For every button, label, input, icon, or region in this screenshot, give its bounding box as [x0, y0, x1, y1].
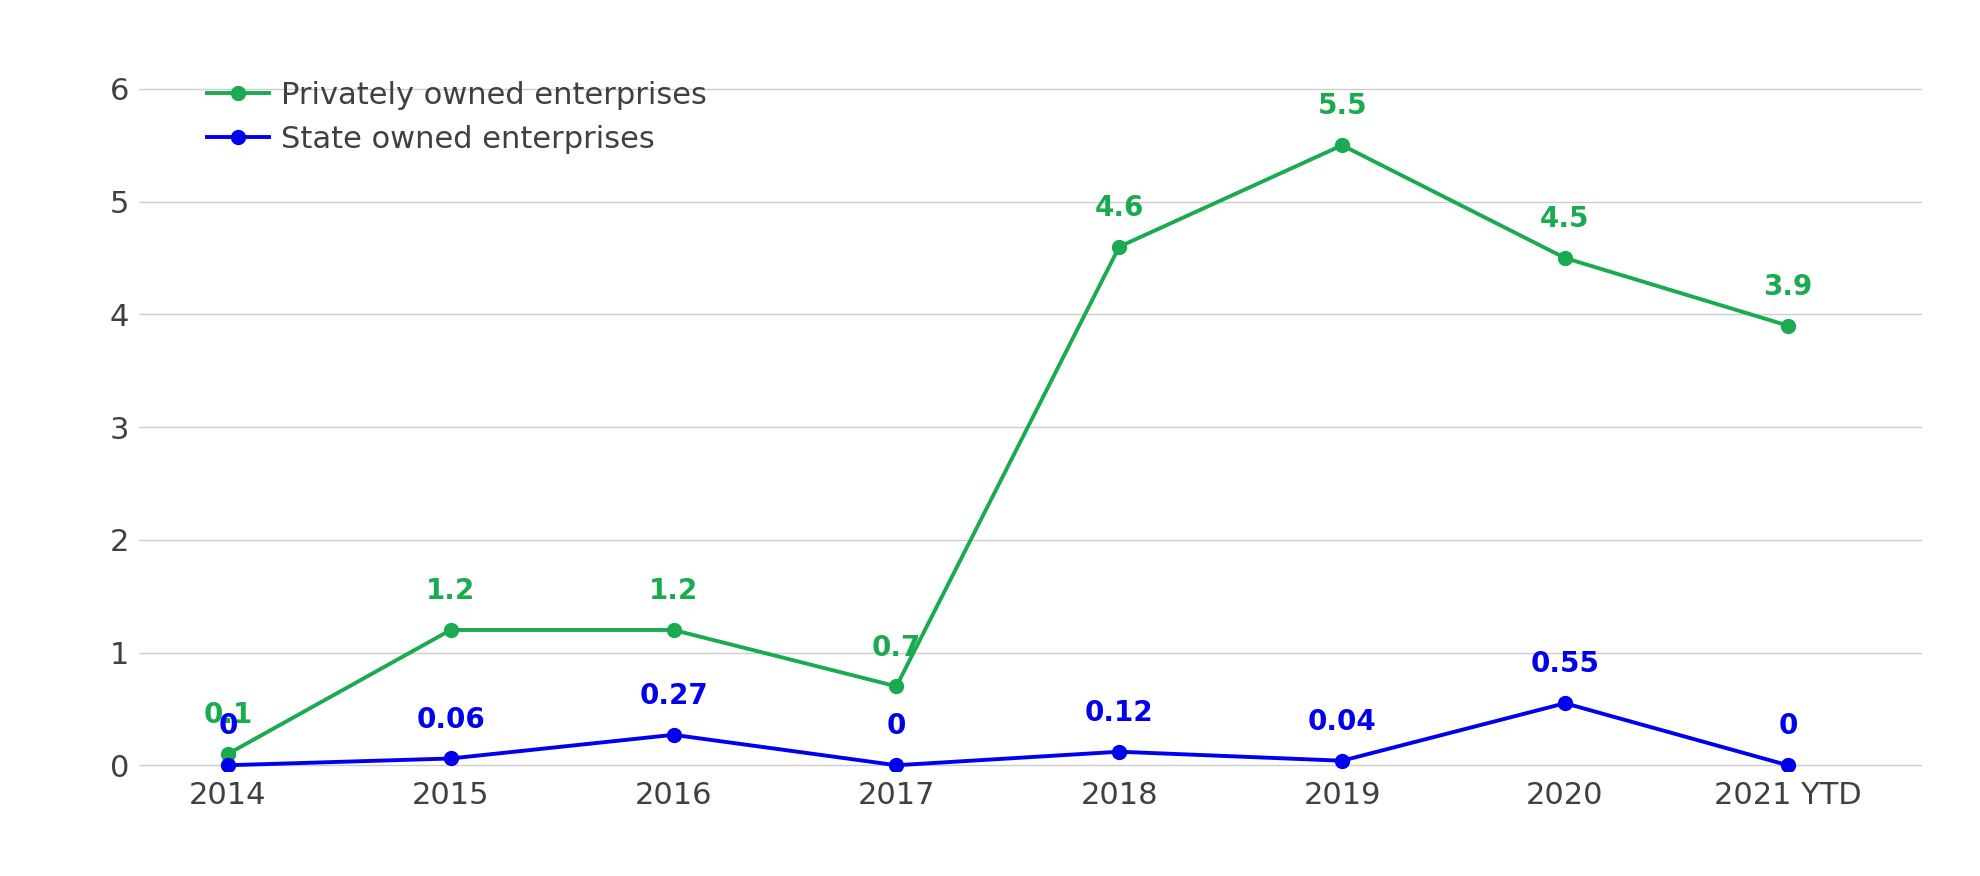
- Text: 3.9: 3.9: [1762, 272, 1812, 300]
- Text: 4.6: 4.6: [1095, 194, 1142, 222]
- State owned enterprises: [883, 760, 907, 771]
- Legend: Privately owned enterprises, State owned enterprises: Privately owned enterprises, State owned…: [208, 81, 707, 154]
- Text: 0.06: 0.06: [416, 706, 485, 734]
- Text: 0.04: 0.04: [1307, 708, 1376, 736]
- Text: 1.2: 1.2: [649, 577, 697, 605]
- Privately owned enterprises: [1776, 321, 1800, 331]
- Text: 0.12: 0.12: [1085, 699, 1152, 727]
- Privately owned enterprises: [661, 625, 685, 635]
- Privately owned enterprises: [1331, 140, 1354, 151]
- Privately owned enterprises: [216, 749, 240, 759]
- Text: 0: 0: [1778, 712, 1796, 740]
- Text: 0.7: 0.7: [871, 633, 921, 661]
- Text: 0.1: 0.1: [204, 701, 251, 729]
- State owned enterprises: [1331, 755, 1354, 766]
- Line: Privately owned enterprises: Privately owned enterprises: [220, 138, 1794, 761]
- Text: 0.55: 0.55: [1531, 651, 1598, 678]
- State owned enterprises: [1107, 746, 1131, 757]
- State owned enterprises: [661, 730, 685, 740]
- Text: 0: 0: [887, 712, 905, 740]
- Text: 1.2: 1.2: [426, 577, 475, 605]
- State owned enterprises: [438, 753, 461, 764]
- Text: 0.27: 0.27: [640, 682, 707, 710]
- Privately owned enterprises: [1552, 252, 1576, 263]
- State owned enterprises: [1552, 698, 1576, 709]
- Text: 0: 0: [218, 712, 238, 740]
- Privately owned enterprises: [883, 681, 907, 691]
- Line: State owned enterprises: State owned enterprises: [220, 696, 1794, 772]
- Privately owned enterprises: [438, 625, 461, 635]
- Text: 5.5: 5.5: [1317, 93, 1366, 121]
- State owned enterprises: [216, 760, 240, 771]
- Text: 4.5: 4.5: [1540, 205, 1588, 233]
- Privately owned enterprises: [1107, 242, 1131, 252]
- State owned enterprises: [1776, 760, 1800, 771]
